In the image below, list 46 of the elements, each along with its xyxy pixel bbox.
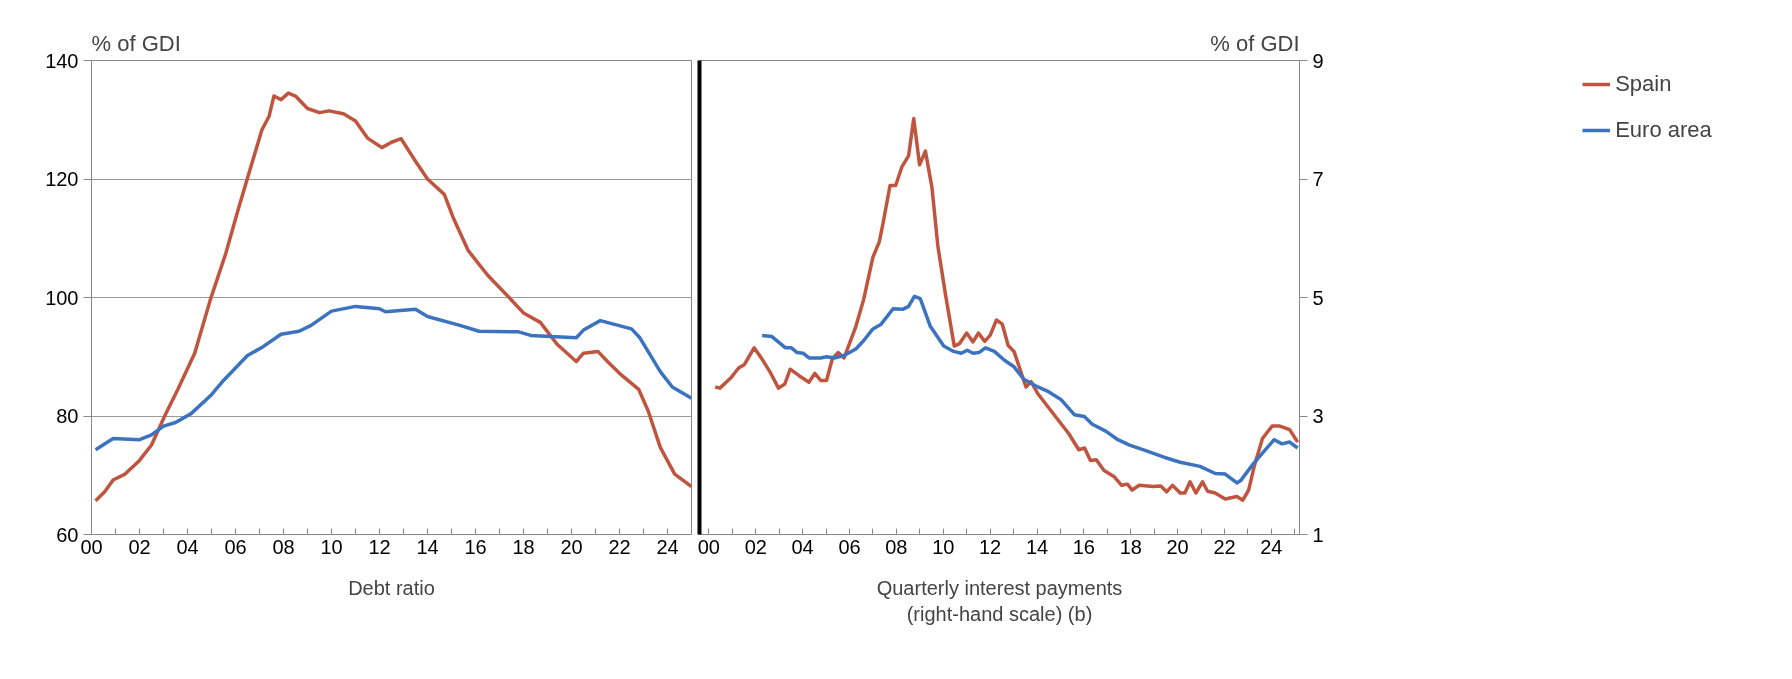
y-tick-label: 140 [45,49,79,72]
x-tick-label: 14 [416,535,439,558]
line-series [93,304,692,452]
y2-tick-label: 5 [1312,286,1324,309]
y2-tick-label: 1 [1312,523,1324,546]
y-tick-label: 120 [45,168,79,190]
x-tick-label: 20 [560,535,583,558]
x-tick-label: 24 [1260,535,1283,558]
line-series [93,91,692,503]
x-tick-label: 10 [932,535,955,558]
x-tick-label: 02 [128,535,151,558]
x-tick-label: 22 [1213,535,1236,558]
x-tick-label: 06 [838,535,861,558]
x-tick-label: 00 [80,535,103,558]
x-tick-label: 12 [368,535,391,558]
y2-tick-label: 7 [1312,168,1324,190]
x-axis-title: Debt ratio [348,576,435,599]
x-tick-label: 00 [697,535,720,558]
y-axis-title: % of GDI [91,30,181,56]
line-series [760,294,1300,485]
y-tick-label: 100 [45,286,79,309]
x-tick-label: 12 [979,535,1002,558]
x-tick-label: 08 [885,535,908,558]
x-tick-label: 22 [608,535,631,558]
x-tick-label: 08 [272,535,295,558]
y-tick-label: 60 [56,523,79,546]
x-tick-label: 10 [320,535,343,558]
x-tick-label: 04 [176,535,199,558]
x-tick-label: 24 [656,535,679,558]
y2-tick-label: 9 [1312,49,1324,72]
x-tick-label: 18 [512,535,535,558]
x-axis-title: Quarterly interest payments (right-hand scale) (b) [876,576,1123,625]
legend-label: Spain [1615,71,1672,97]
y2-tick-label: 3 [1312,405,1324,427]
y2-axis-title: % of GDI [1210,30,1300,56]
x-tick-label: 16 [1072,535,1095,558]
x-tick-label: 14 [1025,535,1049,558]
legend-label: Euro area [1615,117,1712,143]
x-tick-label: 20 [1166,535,1189,558]
line-series [713,116,1300,502]
x-tick-label: 04 [791,535,814,558]
x-tick-label: 16 [464,535,487,558]
x-tick-label: 06 [224,535,247,558]
x-tick-label: 18 [1119,535,1142,558]
x-tick-label: 02 [744,535,767,558]
y-tick-label: 80 [56,405,79,427]
